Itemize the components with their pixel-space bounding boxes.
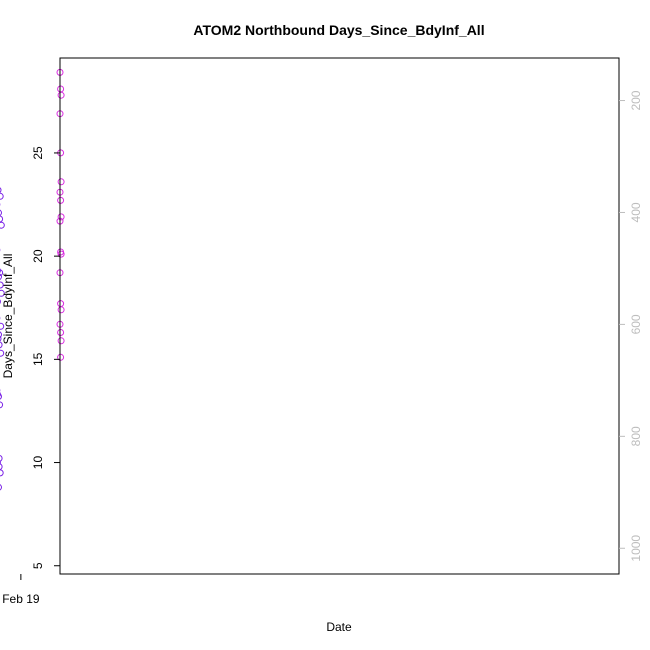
data-point [57,196,65,204]
data-point [57,329,65,336]
plot-frame [59,57,620,575]
y2-tick-label: 200 [629,90,643,110]
data-point [57,213,65,221]
data-point [57,250,65,258]
data-point [0,187,2,193]
data-point [0,192,4,200]
series-3 [0,187,5,491]
y2-tick-label: 800 [629,426,643,446]
data-point [0,269,4,277]
data-point [57,337,65,345]
data-point [57,91,65,99]
y2-tick-label: 600 [629,314,643,334]
y-tick-label: 25 [31,146,45,160]
data-point [0,349,5,357]
data-point [0,335,2,342]
data-point [0,469,4,477]
y-axis: 5 10 15 20 25 [31,146,60,569]
y2-tick-label: 1000 [629,535,643,562]
right-depth-axis: 200 400 600 800 1000 [619,90,643,562]
y-axis-label: Days_Since_BdyInf_All [1,254,15,379]
data-point [57,178,65,186]
x-axis-label: Date [326,620,352,634]
y2-tick-label: 400 [629,202,643,222]
data-point [0,322,5,330]
data-point [0,455,3,462]
data-point [0,341,3,349]
data-point [0,273,2,280]
data-point [57,306,65,314]
chart-title: ATOM2 Northbound Days_Since_BdyInf_All [193,22,484,38]
data-point [0,289,5,297]
data-point [57,353,65,361]
y-tick-label: 15 [31,352,45,366]
y-tick-label: 5 [31,562,45,569]
data-point [0,281,4,289]
x-tick-label: Feb 19 [2,592,40,606]
data-point [0,215,4,223]
data-point [0,463,3,471]
data-point [0,331,2,338]
data-point [0,209,2,216]
data-point [0,393,2,400]
data-point [0,401,4,409]
data-point [0,484,2,491]
data-point [0,221,5,229]
x-axis: Feb 11Feb 13Feb 15Feb 17Feb 19 [2,574,40,606]
y-tick-label: 10 [31,456,45,470]
y-tick-label: 20 [31,249,45,263]
